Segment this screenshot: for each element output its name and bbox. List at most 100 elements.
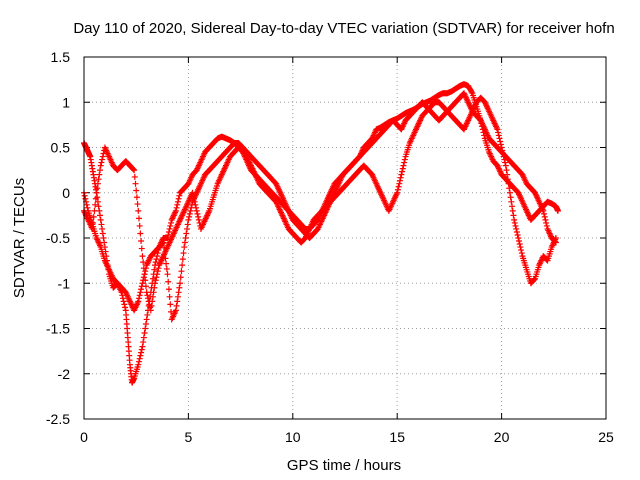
data-point bbox=[137, 289, 144, 296]
data-point bbox=[174, 293, 181, 300]
data-point bbox=[543, 222, 550, 229]
data-point bbox=[191, 198, 198, 205]
data-point bbox=[166, 225, 173, 232]
data-point bbox=[139, 343, 146, 350]
data-point bbox=[147, 307, 154, 314]
data-point bbox=[142, 268, 149, 275]
data-point bbox=[172, 307, 179, 314]
data-point bbox=[98, 221, 105, 228]
data-point bbox=[97, 216, 104, 223]
plot-frame bbox=[83, 56, 607, 420]
data-point bbox=[174, 201, 181, 208]
data-point bbox=[496, 135, 503, 142]
data-point bbox=[135, 298, 142, 305]
x-tick-label: 5 bbox=[185, 429, 193, 445]
data-point bbox=[168, 219, 174, 226]
data-point bbox=[195, 213, 202, 220]
data-point bbox=[182, 235, 189, 241]
data-point bbox=[516, 241, 523, 248]
data-point bbox=[165, 278, 172, 285]
data-point bbox=[153, 274, 160, 281]
data-point bbox=[139, 253, 146, 260]
data-point bbox=[99, 230, 106, 237]
data-point bbox=[543, 219, 550, 226]
data-point bbox=[190, 195, 197, 202]
data-point bbox=[509, 203, 516, 210]
data-point bbox=[398, 171, 405, 178]
data-point bbox=[142, 277, 149, 284]
data-point bbox=[179, 262, 186, 269]
data-point bbox=[512, 222, 519, 229]
data-point bbox=[140, 259, 147, 266]
data-point bbox=[495, 132, 502, 139]
data-point bbox=[138, 238, 145, 245]
y-axis-label: SDTVAR / TECUs bbox=[11, 178, 28, 298]
y-tick-label: 0 bbox=[62, 185, 70, 201]
data-point bbox=[93, 189, 100, 196]
data-point bbox=[143, 289, 150, 296]
data-point bbox=[183, 230, 190, 237]
data-point bbox=[180, 250, 187, 257]
data-point bbox=[187, 207, 194, 214]
data-point bbox=[82, 195, 89, 202]
data-point bbox=[497, 138, 504, 145]
data-point bbox=[154, 268, 161, 275]
data-point bbox=[142, 320, 149, 327]
data-point bbox=[396, 180, 403, 187]
gridlines bbox=[84, 57, 606, 419]
data-point bbox=[135, 358, 142, 365]
data-point bbox=[151, 266, 158, 273]
data-point bbox=[133, 194, 140, 201]
data-point bbox=[160, 239, 167, 246]
data-point bbox=[192, 201, 199, 208]
data-point bbox=[513, 228, 520, 235]
data-point bbox=[176, 284, 183, 291]
data-point bbox=[506, 185, 513, 192]
data-point bbox=[185, 216, 192, 223]
data-point bbox=[120, 298, 127, 305]
data-point bbox=[138, 346, 145, 353]
data-point bbox=[139, 280, 146, 287]
data-point bbox=[94, 185, 101, 192]
data-point bbox=[186, 213, 193, 220]
data-point bbox=[542, 216, 549, 223]
data-point bbox=[505, 180, 512, 187]
data-point bbox=[511, 216, 518, 223]
data-point bbox=[101, 239, 108, 246]
data-point bbox=[552, 239, 559, 246]
data-point bbox=[516, 238, 522, 245]
data-point bbox=[174, 198, 181, 205]
data-point bbox=[172, 207, 179, 214]
data-point bbox=[149, 298, 156, 305]
data-point bbox=[121, 301, 128, 308]
data-point bbox=[399, 168, 406, 175]
data-point bbox=[98, 159, 105, 166]
y-tick-label: -1.5 bbox=[46, 321, 70, 337]
data-point bbox=[166, 293, 173, 300]
data-point bbox=[509, 207, 516, 214]
data-point bbox=[155, 265, 162, 272]
data-point bbox=[165, 228, 172, 235]
data-point bbox=[135, 207, 142, 214]
data-point bbox=[99, 225, 106, 232]
data-point bbox=[176, 192, 183, 199]
data-point bbox=[531, 276, 538, 283]
data-point bbox=[195, 216, 202, 223]
tick-labels: 0 5 10 15 20 25 -2.5 -2 -1.5 -1 -0.5 0 0.5 1 1.5 bbox=[46, 49, 614, 445]
data-point bbox=[90, 219, 97, 226]
data-point bbox=[508, 198, 515, 205]
x-tick-label: 20 bbox=[494, 429, 510, 445]
data-point bbox=[130, 166, 137, 173]
data-point bbox=[497, 141, 504, 148]
data-point bbox=[397, 174, 404, 181]
data-point bbox=[503, 167, 510, 174]
data-point bbox=[399, 165, 406, 172]
data-point bbox=[131, 173, 138, 180]
data-point bbox=[159, 240, 166, 247]
data-point bbox=[189, 189, 196, 196]
data-point bbox=[468, 88, 475, 95]
y-tick-label: 0.5 bbox=[51, 140, 71, 156]
data-point bbox=[131, 167, 138, 174]
data-point bbox=[554, 207, 561, 214]
data-point bbox=[190, 192, 197, 199]
